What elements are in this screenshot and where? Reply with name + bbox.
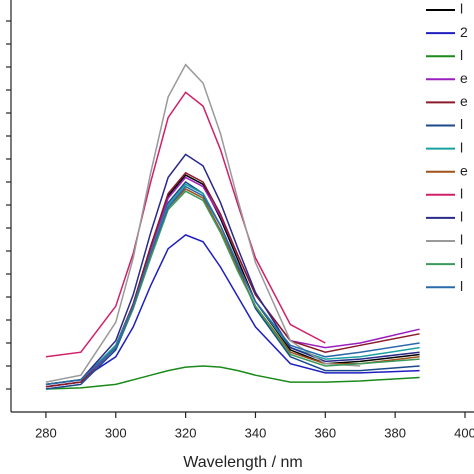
legend-label: l [460,255,463,271]
legend-label: 2 [460,24,468,40]
x-tick-label: 360 [314,425,336,440]
x-tick-label: 340 [245,425,267,440]
legend-label: e [460,70,468,86]
x-tick-label: 320 [175,425,197,440]
series-line [45,174,420,388]
series-line [45,365,420,390]
series-line [45,185,420,386]
series-line [45,234,420,386]
legend-label: e [460,93,468,109]
legend-label: l [460,278,463,294]
x-tick-label: 400 [454,425,474,440]
legend-label: l [460,116,463,132]
series-line [45,171,420,388]
legend-label: e [460,162,468,178]
x-tick-label: 380 [384,425,406,440]
x-axis-label: Wavelength / nm [183,454,302,471]
legend-label: l [460,209,463,225]
x-tick-label: 280 [35,425,57,440]
series-line [45,91,326,358]
series-line [45,63,361,383]
legend-label: l [460,1,463,17]
legend-label: l [460,139,463,155]
legend-label: l [460,47,463,63]
series-line [45,183,420,386]
legend-label: l [460,186,463,202]
legend-label: l [460,232,463,248]
x-tick-label: 300 [105,425,127,440]
